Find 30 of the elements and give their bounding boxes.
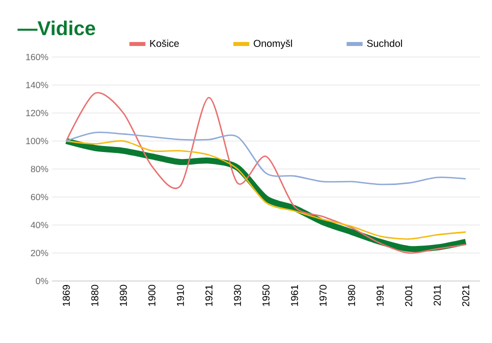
y-tick-label: 60% bbox=[30, 194, 48, 200]
x-tick-label: 2021 bbox=[462, 285, 470, 306]
x-tick-label: 1890 bbox=[120, 284, 127, 306]
y-tick-label: 0% bbox=[36, 278, 48, 284]
x-tick-label: 1869 bbox=[62, 284, 70, 306]
legend-label: Košice bbox=[150, 40, 179, 47]
legend-label: Suchdol bbox=[367, 40, 402, 47]
x-tick-label: 2001 bbox=[405, 285, 412, 306]
x-tick-label: 1910 bbox=[176, 284, 184, 306]
y-tick-label: 120% bbox=[26, 110, 48, 116]
y-tick-label: 80% bbox=[30, 166, 48, 172]
x-tick-label: 1880 bbox=[91, 284, 98, 306]
line-series bbox=[66, 132, 466, 186]
x-tick-label: 1921 bbox=[205, 285, 212, 306]
chart-title: —Vidice bbox=[18, 20, 96, 36]
y-tick-label: 20% bbox=[30, 250, 48, 256]
y-tick-label: 40% bbox=[30, 222, 48, 228]
x-tick-label: 1930 bbox=[234, 284, 241, 306]
x-tick-label: 1970 bbox=[320, 284, 327, 306]
x-tick-label: 1980 bbox=[348, 284, 356, 306]
x-tick-label: 1991 bbox=[376, 285, 384, 306]
y-tick-label: 140% bbox=[26, 82, 48, 88]
line-series bbox=[66, 92, 466, 254]
y-tick-label: 160% bbox=[26, 54, 48, 60]
y-tick-label: 100% bbox=[26, 138, 48, 144]
x-tick-label: 2011 bbox=[434, 285, 441, 306]
x-tick-label: 1950 bbox=[262, 284, 270, 306]
legend-label: Onomyšl bbox=[254, 40, 292, 49]
x-tick-label: 1961 bbox=[291, 285, 298, 306]
x-tick-label: 1900 bbox=[148, 284, 156, 306]
